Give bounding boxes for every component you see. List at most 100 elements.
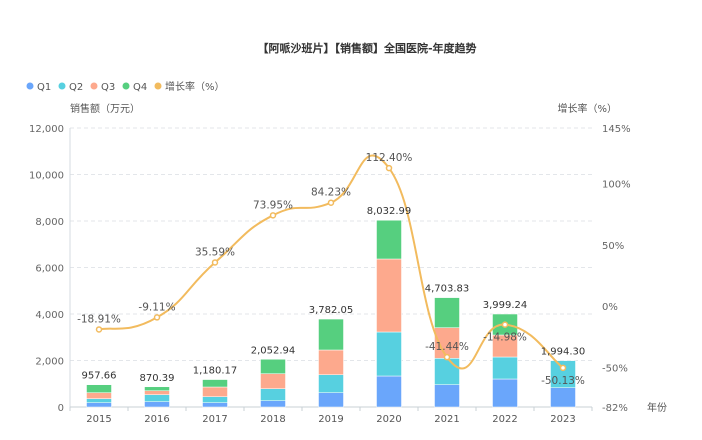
bar-q2-2019 xyxy=(318,374,344,393)
x-tick-label: 2022 xyxy=(492,414,517,425)
y-tick-label: 0 xyxy=(58,403,64,414)
growth-label: 84.23% xyxy=(311,187,351,199)
x-tick-label: 2016 xyxy=(144,414,169,425)
bar-q1-2023 xyxy=(550,387,576,408)
y-tick-label: 4,000 xyxy=(35,310,64,321)
data-labels: 957.66 870.39 1,180.17 2,052.94 3,782.05 8,03… xyxy=(77,152,585,387)
growth-label: -18.91% xyxy=(77,313,121,325)
legend-marker-growth xyxy=(154,82,162,90)
growth-label: -9.11% xyxy=(138,301,175,313)
legend-label: Q1 xyxy=(37,82,51,93)
y2-tick-label: 50% xyxy=(602,241,624,252)
total-label: 4,703.83 xyxy=(425,284,470,295)
total-label: 870.39 xyxy=(140,373,175,384)
bar-q3-2018 xyxy=(260,373,286,389)
y-tick-label: 6,000 xyxy=(35,264,64,275)
x-axis-label: 年份 xyxy=(647,401,667,414)
bar-q4-2021 xyxy=(434,297,460,328)
legend-label: Q4 xyxy=(133,82,147,93)
bar-q1-2022 xyxy=(492,378,518,408)
total-label: 1,994.30 xyxy=(541,347,586,358)
bar-q3-2020 xyxy=(376,258,402,333)
bar-q2-2015 xyxy=(86,398,112,403)
bar-q2-2021 xyxy=(434,358,460,385)
total-label: 957.66 xyxy=(82,371,117,382)
y-axis-label: 销售额（万元） xyxy=(70,102,140,115)
bar-q2-2018 xyxy=(260,388,286,401)
bar-q4-2019 xyxy=(318,318,344,351)
bar-q1-2021 xyxy=(434,384,460,408)
total-label: 8,032.99 xyxy=(367,206,412,217)
y2-axis-label: 增长率（%） xyxy=(557,102,617,115)
legend-label: 增长率（%） xyxy=(165,80,225,93)
legend-marker-q4 xyxy=(122,82,130,90)
y2-tick-label: -50% xyxy=(602,364,628,375)
growth-label: -50.13% xyxy=(541,375,585,387)
bar-q2-2022 xyxy=(492,356,518,380)
bar-q2-2020 xyxy=(376,331,402,377)
x-tick-label: 2020 xyxy=(376,414,401,425)
growth-line-path xyxy=(98,154,564,370)
bar-q3-2015 xyxy=(86,392,112,399)
bar-q4-2017 xyxy=(202,379,228,388)
bar-q4-2020 xyxy=(376,219,402,260)
total-label: 2,052.94 xyxy=(251,345,296,356)
legend: Q1 Q2 Q3 Q4 增长率（%） xyxy=(26,80,225,93)
y-tick-label: 12,000 xyxy=(29,124,64,135)
growth-point xyxy=(269,212,277,219)
bar-q2-2016 xyxy=(144,394,170,402)
bar-q2-2017 xyxy=(202,396,228,403)
bar-q3-2019 xyxy=(318,349,344,375)
growth-point xyxy=(501,321,509,328)
growth-point xyxy=(153,314,161,321)
growth-point xyxy=(95,326,103,333)
y2-tick-label: 0% xyxy=(602,302,618,313)
legend-marker-q1 xyxy=(26,82,34,90)
y2-tick-label: 100% xyxy=(602,179,631,190)
growth-line xyxy=(95,154,567,372)
chart-title: 【阿哌沙班片】【销售额】全国医院-年度趋势 xyxy=(257,41,476,55)
bars xyxy=(86,219,576,408)
total-label: 3,999.24 xyxy=(483,300,528,311)
x-tick-label: 2021 xyxy=(434,414,459,425)
bar-q1-2020 xyxy=(376,375,402,408)
legend-marker-q3 xyxy=(90,82,98,90)
growth-label: 73.95% xyxy=(253,199,293,211)
bar-q4-2018 xyxy=(260,359,286,374)
bar-q1-2018 xyxy=(260,400,286,408)
legend-marker-q2 xyxy=(58,82,66,90)
bar-q1-2019 xyxy=(318,392,344,408)
growth-point xyxy=(559,364,567,372)
y-tick-label: 2,000 xyxy=(35,357,64,368)
y-tick-label: 10,000 xyxy=(29,171,64,182)
y-tick-label: 8,000 xyxy=(35,217,64,228)
growth-point xyxy=(443,353,451,361)
growth-point xyxy=(327,199,335,206)
bar-q4-2016 xyxy=(144,386,170,391)
growth-point xyxy=(211,259,219,266)
bar-q1-2015 xyxy=(86,402,112,408)
legend-label: Q3 xyxy=(101,82,115,93)
growth-label: 35.59% xyxy=(195,246,235,258)
growth-label: 112.40% xyxy=(366,152,413,164)
grid: 0 2,000 4,000 6,000 8,000 10,000 12,000 145% 100… xyxy=(29,124,631,425)
x-tick-label: 2015 xyxy=(86,414,111,425)
growth-point xyxy=(385,164,393,172)
growth-label: -41.44% xyxy=(425,341,469,353)
x-tick-label: 2023 xyxy=(550,414,575,425)
bar-q1-2017 xyxy=(202,402,228,408)
total-label: 1,180.17 xyxy=(193,366,238,377)
legend-label: Q2 xyxy=(69,82,83,93)
y2-tick-label: -82% xyxy=(602,403,628,414)
x-tick-label: 2017 xyxy=(202,414,227,425)
growth-label: -14.98% xyxy=(483,332,527,344)
bar-q1-2016 xyxy=(144,401,170,408)
bar-q3-2017 xyxy=(202,386,228,397)
x-tick-label: 2018 xyxy=(260,414,285,425)
y2-tick-label: 145% xyxy=(602,124,631,135)
bar-q3-2016 xyxy=(144,390,170,395)
bar-q4-2015 xyxy=(86,384,112,393)
x-tick-label: 2019 xyxy=(318,414,343,425)
total-label: 3,782.05 xyxy=(309,305,354,316)
